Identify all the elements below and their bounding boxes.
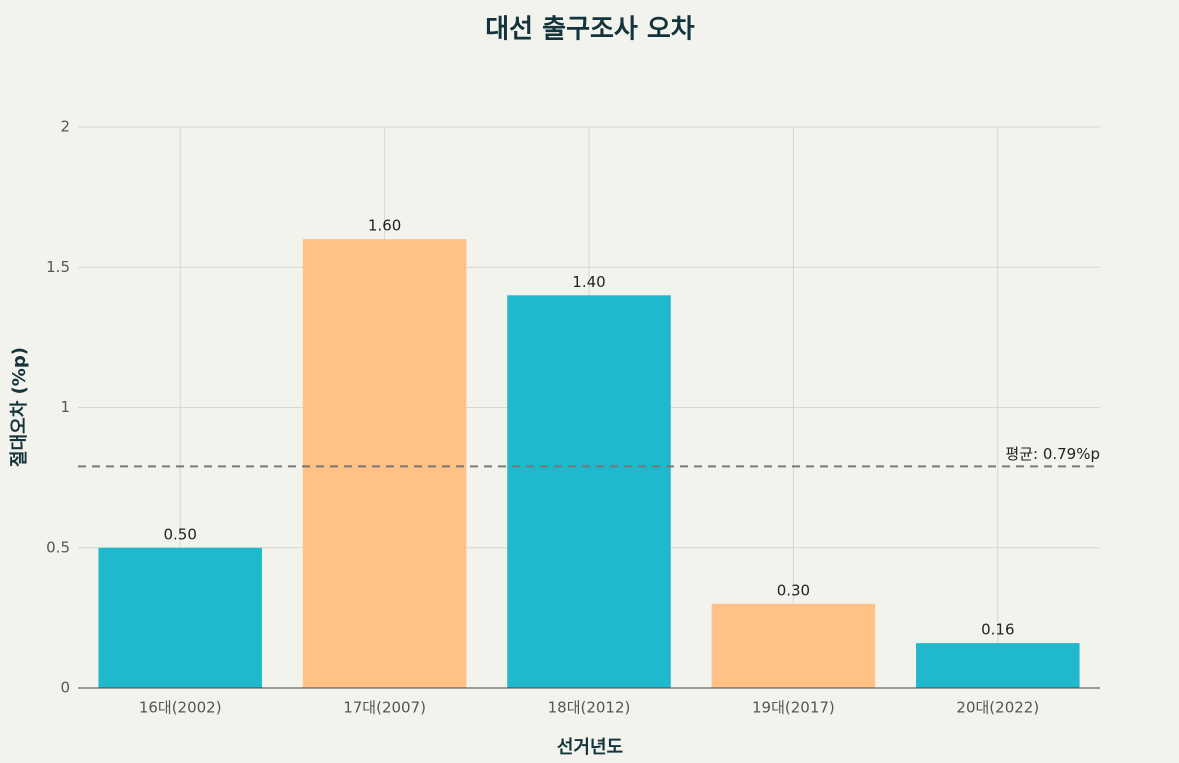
chart-title: 대선 출구조사 오차	[485, 15, 695, 45]
x-tick-label: 16대(2002)	[139, 699, 222, 717]
y-tick-label: 1.5	[46, 258, 70, 276]
data-label: 1.40	[572, 273, 605, 291]
x-tick-label: 18대(2012)	[548, 699, 631, 717]
x-tick-label: 17대(2007)	[343, 699, 426, 717]
bar	[507, 295, 671, 688]
data-label: 1.60	[368, 217, 401, 235]
reference-label: 평균: 0.79%p	[1005, 445, 1100, 463]
y-axis-title: 절대오차 (%p)	[9, 347, 30, 467]
y-tick-label: 1	[60, 398, 70, 416]
y-tick-label: 0	[60, 679, 70, 697]
x-tick-label: 19대(2017)	[752, 699, 835, 717]
data-label: 0.50	[163, 525, 196, 543]
bar	[916, 643, 1080, 688]
data-label: 0.16	[981, 621, 1014, 639]
bar	[711, 603, 876, 688]
y-tick-label: 0.5	[46, 538, 70, 556]
x-axis-title: 선거년도	[557, 737, 623, 758]
bar	[302, 239, 467, 688]
x-tick-label: 20대(2022)	[956, 699, 1039, 717]
y-tick-label: 2	[60, 118, 70, 136]
bar	[98, 547, 262, 688]
data-label: 0.30	[777, 581, 810, 599]
